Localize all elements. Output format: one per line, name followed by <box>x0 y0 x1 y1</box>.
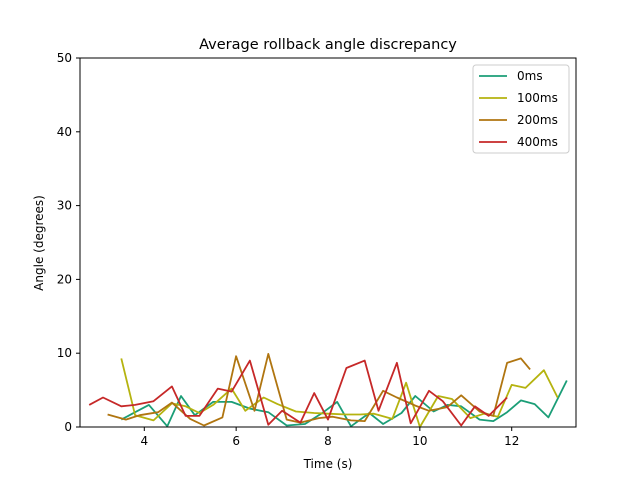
legend-label-1: 100ms <box>517 91 558 105</box>
plot-area <box>79 57 577 428</box>
x-tick-label-2: 8 <box>324 434 332 448</box>
chart-title: Average rollback angle discrepancy <box>199 37 457 53</box>
x-tick-label-0: 4 <box>140 434 148 448</box>
y-tick-label-5: 50 <box>57 51 72 65</box>
legend: 0ms 100ms 200ms 400ms <box>472 64 570 154</box>
x-tick-label-4: 12 <box>504 434 519 448</box>
series-line-3 <box>88 359 508 427</box>
x-tick-label-1: 6 <box>232 434 240 448</box>
series-line-2 <box>107 352 531 427</box>
y-axis: 0 10 20 30 40 50 <box>57 51 80 434</box>
y-tick-label-1: 10 <box>57 346 72 360</box>
legend-label-2: 200ms <box>517 113 558 127</box>
x-axis: 4 6 8 10 12 <box>140 427 519 448</box>
legend-label-3: 400ms <box>517 135 558 149</box>
y-tick-label-3: 30 <box>57 199 72 213</box>
y-tick-label-0: 0 <box>64 420 72 434</box>
legend-label-0: 0ms <box>517 69 543 83</box>
y-tick-label-4: 40 <box>57 125 72 139</box>
x-tick-label-3: 10 <box>412 434 427 448</box>
x-axis-label: Time (s) <box>303 457 353 471</box>
y-axis-label: Angle (degrees) <box>32 195 46 291</box>
legend-box <box>472 64 570 154</box>
y-tick-label-2: 20 <box>57 272 72 286</box>
